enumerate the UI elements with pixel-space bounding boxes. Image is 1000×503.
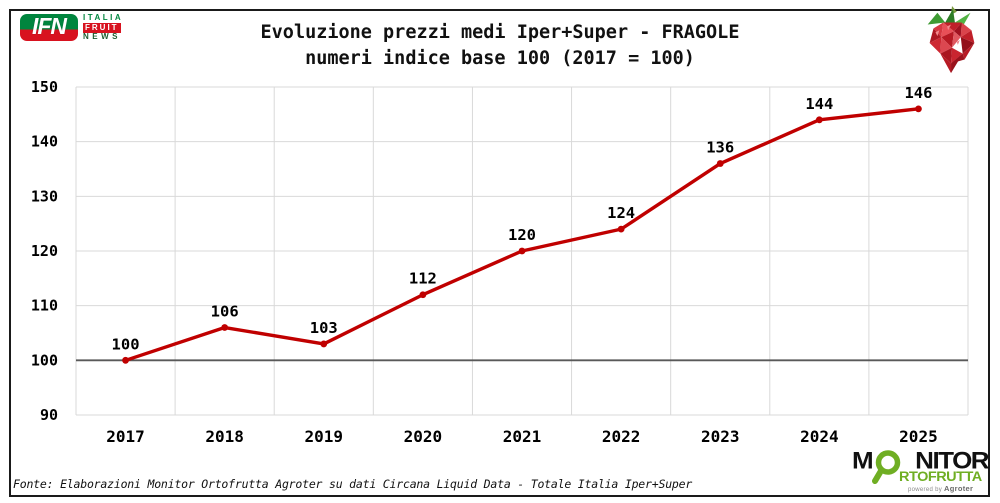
data-point-label: 103	[310, 319, 338, 337]
y-axis-tick-label: 130	[31, 187, 58, 205]
monitor-letters-rtofrutta: RTOFRUTTA	[899, 469, 982, 485]
y-axis-tick-label: 140	[31, 133, 58, 151]
y-axis-tick-label: 150	[31, 78, 58, 96]
data-point-label: 136	[706, 139, 734, 157]
data-point-label: 106	[211, 303, 239, 321]
powered-by-text: powered by	[908, 487, 943, 493]
data-point-label: 120	[508, 226, 536, 244]
x-axis-tick-label: 2021	[503, 427, 542, 446]
source-note: Fonte: Elaborazioni Monitor Ortofrutta A…	[13, 477, 693, 491]
agroter-brand-text: Agroter	[944, 484, 974, 493]
ifn-word-fruit: FRUIT	[83, 22, 121, 33]
data-point-marker	[815, 116, 823, 124]
strawberry-icon	[927, 5, 975, 74]
monitor-powered-by: powered by Agroter	[908, 484, 973, 493]
x-axis-tick-label: 2017	[106, 427, 145, 446]
ifn-word-news: NEWS	[83, 32, 121, 41]
chart-frame-border	[9, 9, 990, 497]
x-axis-tick-label: 2018	[205, 427, 244, 446]
data-point-marker	[122, 356, 129, 364]
data-point-marker	[320, 340, 328, 348]
x-axis-tick-label: 2023	[701, 427, 740, 446]
data-point-label: 124	[607, 204, 635, 222]
data-point-marker	[221, 324, 229, 331]
monitor-letters-nitor: NITOR	[915, 446, 989, 474]
y-axis-tick-label: 110	[31, 297, 58, 315]
x-axis-tick-label: 2019	[305, 427, 344, 446]
data-point-label: 146	[904, 84, 932, 102]
ifn-word-italia: ITALIA	[83, 13, 124, 22]
data-point-marker	[716, 160, 724, 167]
monitor-ortofrutta-logo: M NITOR RTOFRUTTA powered by Agroter	[852, 446, 990, 496]
chart-title-block: Evoluzione prezzi medi Iper+Super - FRAG…	[0, 20, 1000, 72]
x-axis-tick-label: 2025	[899, 427, 938, 446]
data-point-marker	[419, 291, 427, 299]
data-point-marker	[915, 105, 922, 113]
monitor-letter-m: M	[852, 446, 874, 474]
x-axis-tick-label: 2020	[404, 427, 443, 446]
y-axis-tick-label: 120	[31, 242, 58, 260]
data-point-label: 144	[805, 95, 833, 113]
x-axis-tick-label: 2022	[602, 427, 641, 446]
ifn-logo-acronym: IFN	[20, 14, 78, 41]
chart-title: Evoluzione prezzi medi Iper+Super - FRAG…	[260, 22, 740, 43]
y-axis-tick-label: 90	[40, 406, 58, 424]
ifn-logo-wordmark: ITALIA FRUIT NEWS	[83, 14, 123, 41]
x-axis-tick-label: 2024	[800, 427, 839, 446]
ifn-logo: IFN ITALIA FRUIT NEWS	[20, 14, 123, 41]
data-point-label: 112	[409, 270, 437, 288]
data-point-marker	[617, 225, 625, 233]
data-point-marker	[518, 247, 526, 255]
y-axis-tick-label: 100	[31, 351, 58, 369]
magnifier-icon	[872, 450, 901, 484]
monitor-wordmark-top: M NITOR	[852, 446, 990, 474]
data-point-label: 100	[112, 335, 140, 353]
chart-subtitle: numeri indice base 100 (2017 = 100)	[305, 48, 695, 69]
